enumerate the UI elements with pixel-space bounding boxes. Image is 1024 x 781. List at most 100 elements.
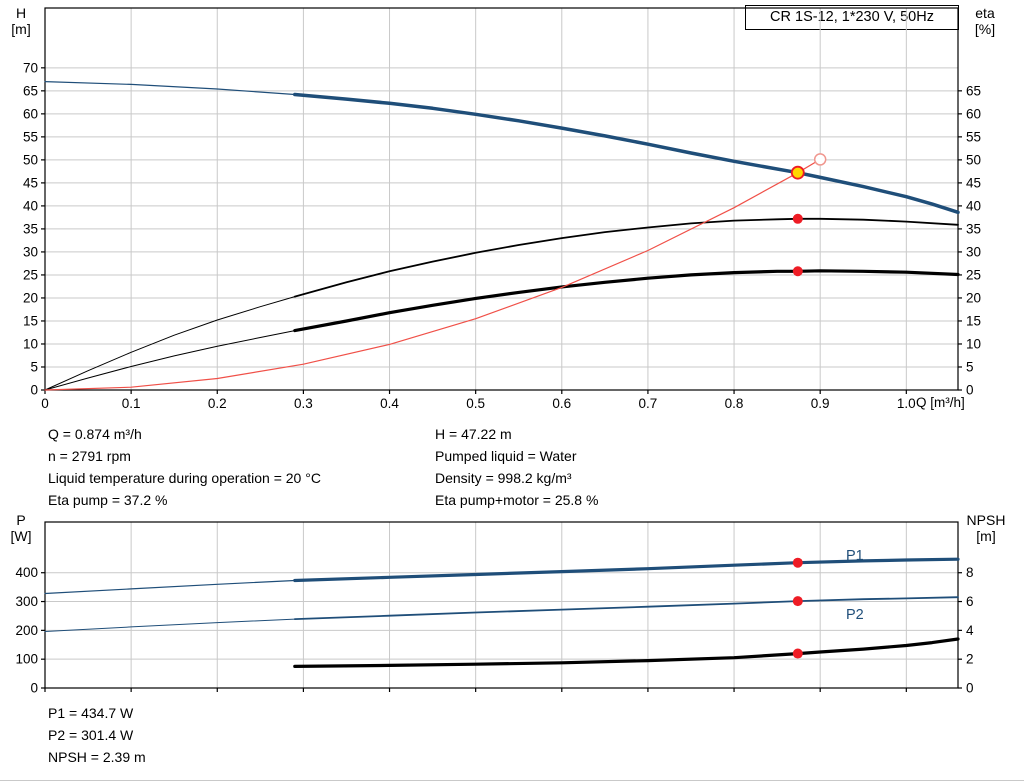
x-tick-label: 0.5 xyxy=(466,396,485,411)
right-tick-label: 4 xyxy=(966,623,974,638)
info-line-eta-pump: Eta pump = 37.2 % xyxy=(48,492,168,508)
npsh-axis-unit: [m] xyxy=(976,528,996,544)
left-tick-label: 25 xyxy=(23,267,38,282)
right-tick-label: 60 xyxy=(966,106,981,121)
p1-curve-outside-range xyxy=(44,579,296,595)
head-axis-symbol: H xyxy=(15,5,27,21)
info-line-speed: n = 2791 rpm xyxy=(48,448,131,464)
right-tick-label: 30 xyxy=(966,244,981,259)
p1-point xyxy=(792,557,803,568)
left-tick-label: 50 xyxy=(23,152,38,167)
p2-curve-outside-range xyxy=(44,618,296,632)
info-line-eta-pump-motor: Eta pump+motor = 25.8 % xyxy=(435,492,599,508)
operating-point-info-right: H = 47.22 m Pumped liquid = Water Densit… xyxy=(435,423,598,511)
plot-frame xyxy=(44,521,959,689)
right-tick-label: 20 xyxy=(966,290,981,305)
right-tick-label: 6 xyxy=(966,594,974,609)
p2-curve xyxy=(293,596,959,620)
series-label-p2: P2 xyxy=(846,607,864,623)
info-line-p2: P2 = 301.4 W xyxy=(48,727,134,743)
left-tick-label: 0 xyxy=(30,681,38,696)
requested-duty-point xyxy=(813,153,827,166)
info-line-head: H = 47.22 m xyxy=(435,426,512,442)
right-tick-label: 25 xyxy=(966,267,981,282)
plot-frame xyxy=(44,7,959,391)
left-tick-label: 5 xyxy=(30,359,38,374)
right-tick-label: 65 xyxy=(966,83,981,98)
left-tick-label: 300 xyxy=(15,594,38,609)
left-tick-label: 40 xyxy=(23,198,38,213)
operating-point-info-left: Q = 0.874 m³/h n = 2791 rpm Liquid tempe… xyxy=(48,423,321,511)
left-tick-label: 65 xyxy=(23,83,38,98)
left-tick-label: 55 xyxy=(23,129,38,144)
npsh-curve xyxy=(293,637,960,668)
p1-curve xyxy=(293,557,960,583)
flow-axis-label: Q [m³/h] xyxy=(916,395,965,410)
right-tick-label: 5 xyxy=(966,359,974,374)
eta-pump-curve xyxy=(293,217,959,298)
series-label-p1: P1 xyxy=(846,548,864,564)
eta-pump-motor-curve-outside-range xyxy=(44,330,296,391)
right-tick-label: 0 xyxy=(966,383,974,398)
info-line-pumped-liquid: Pumped liquid = Water xyxy=(435,448,577,464)
left-tick-label: 20 xyxy=(23,290,38,305)
left-tick-label: 400 xyxy=(15,565,38,580)
info-line-q: Q = 0.874 m³/h xyxy=(48,426,142,442)
eta-pump-curve-outside-range xyxy=(44,296,296,391)
power-info: P1 = 434.7 W P2 = 301.4 W NPSH = 2.39 m xyxy=(48,702,146,768)
info-line-p1: P1 = 434.7 W xyxy=(48,705,134,721)
right-tick-label: 0 xyxy=(966,681,974,696)
npsh-point xyxy=(792,648,803,659)
x-tick-label: 0.3 xyxy=(294,396,313,411)
right-tick-label: 35 xyxy=(966,221,981,236)
right-tick-label: 45 xyxy=(966,175,981,190)
left-tick-label: 30 xyxy=(23,244,38,259)
x-tick-label: 0.8 xyxy=(725,396,744,411)
x-tick-label: 0.4 xyxy=(380,396,399,411)
eta-axis-label: eta [%] xyxy=(963,5,1007,37)
eta-pump-point xyxy=(792,213,803,224)
x-tick-label: 1.0 xyxy=(897,396,916,411)
power-axis-label: P [W] xyxy=(2,512,40,544)
x-tick-label: 0.9 xyxy=(811,396,830,411)
right-tick-label: 40 xyxy=(966,198,981,213)
duty-point xyxy=(790,165,805,180)
x-tick-label: 0.7 xyxy=(639,396,658,411)
power-axis-symbol: P xyxy=(16,512,26,528)
right-tick-label: 15 xyxy=(966,313,981,328)
left-tick-label: 100 xyxy=(15,652,38,667)
right-tick-label: 2 xyxy=(966,652,974,667)
x-tick-label: 0.1 xyxy=(122,396,141,411)
x-tick-label: 0.2 xyxy=(208,396,227,411)
right-tick-label: 50 xyxy=(966,152,981,167)
left-tick-label: 60 xyxy=(23,106,38,121)
head-axis-label: H [m] xyxy=(2,5,40,37)
eta-pump-motor-point xyxy=(792,266,803,277)
npsh-axis-label: NPSH [m] xyxy=(958,512,1014,544)
head-curve-outside-range xyxy=(44,80,296,96)
power-axis-unit: [W] xyxy=(10,528,32,544)
info-line-density: Density = 998.2 kg/m³ xyxy=(435,470,572,486)
eta-axis-symbol: eta xyxy=(975,5,995,21)
head-axis-unit: [m] xyxy=(11,21,31,37)
left-tick-label: 70 xyxy=(23,60,38,75)
right-tick-label: 8 xyxy=(966,565,974,580)
right-tick-label: 55 xyxy=(966,129,981,144)
x-tick-label: 0.6 xyxy=(552,396,571,411)
npsh-axis-symbol: NPSH xyxy=(966,512,1006,528)
head-capacity-chart: 0 5 10 15 20 25 30 35 40 45 50 55 60 65 70 0 5 10 15 20 25 30… xyxy=(23,7,981,411)
left-tick-label: 15 xyxy=(23,313,38,328)
left-tick-label: 45 xyxy=(23,175,38,190)
left-tick-label: 200 xyxy=(15,623,38,638)
x-tick-label: 0 xyxy=(41,396,49,411)
eta-pump-motor-curve xyxy=(293,269,960,333)
right-tick-label: 10 xyxy=(966,336,981,351)
left-tick-label: 10 xyxy=(23,336,38,351)
power-npsh-chart: 0 100 200 300 400 0 2 4 6 8 P1 P2 xyxy=(15,521,974,696)
system-curve xyxy=(44,158,821,391)
left-tick-label: 35 xyxy=(23,221,38,236)
eta-axis-unit: [%] xyxy=(974,21,996,37)
head-curve xyxy=(293,92,960,215)
p2-point xyxy=(792,596,803,607)
